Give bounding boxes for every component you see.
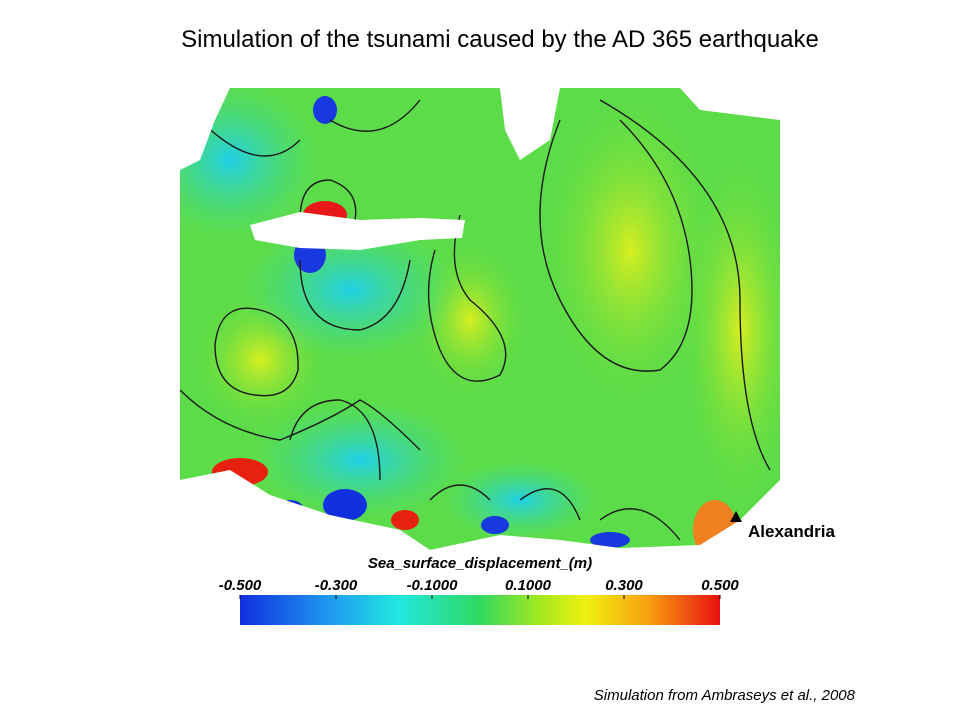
colorbar-tick-label: -0.300 xyxy=(315,577,358,594)
islands xyxy=(180,88,780,170)
crete xyxy=(250,212,465,250)
location-label: Alexandria xyxy=(748,522,835,541)
simulation-map xyxy=(180,88,780,628)
colorbar-title: Sea_surface_displacement_(m) xyxy=(368,555,592,572)
colorbar xyxy=(240,595,720,625)
location-marker xyxy=(730,511,742,522)
credit: Simulation from Ambraseys et al., 2008 xyxy=(594,687,856,704)
colorbar-tick-label: -0.1000 xyxy=(407,577,459,594)
colorbar-tick-label: -0.500 xyxy=(219,577,262,594)
coast xyxy=(180,470,780,628)
slide-title: Simulation of the tsunami caused by the … xyxy=(181,26,819,53)
colorbar-tick-label: 0.300 xyxy=(605,577,643,594)
colorbar-tick-label: 0.500 xyxy=(701,577,739,594)
colorbar-tick-label: 0.1000 xyxy=(505,577,552,594)
